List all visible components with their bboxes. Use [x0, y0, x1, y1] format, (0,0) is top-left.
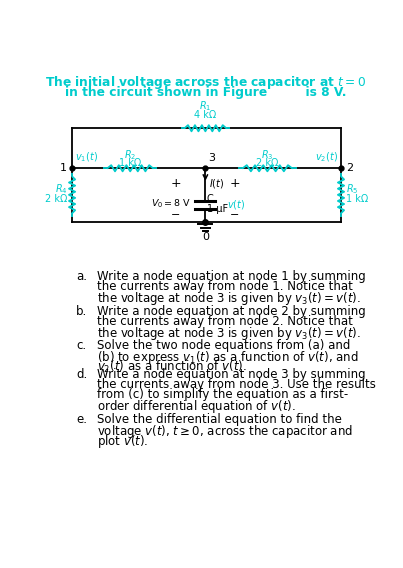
- Text: +: +: [170, 177, 181, 190]
- Text: $R_2$: $R_2$: [124, 148, 136, 162]
- Text: the currents away from node 3. Use the results: the currents away from node 3. Use the r…: [97, 378, 376, 391]
- Text: 0: 0: [202, 232, 209, 242]
- Text: 3: 3: [208, 153, 216, 163]
- Text: $R_5$: $R_5$: [346, 182, 358, 195]
- Text: $v_1(t)$: $v_1(t)$: [75, 150, 98, 164]
- Text: 4 kΩ: 4 kΩ: [194, 110, 216, 120]
- Text: b.: b.: [76, 306, 87, 318]
- Text: 1 μF: 1 μF: [207, 204, 228, 214]
- Text: the voltage at node 3 is given by $v_3(t) = v(t)$.: the voltage at node 3 is given by $v_3(t…: [97, 325, 361, 343]
- Text: −: −: [230, 210, 239, 220]
- Text: Write a node equation at node 3 by summing: Write a node equation at node 3 by summi…: [97, 369, 366, 382]
- Text: plot $v(t)$.: plot $v(t)$.: [97, 433, 148, 450]
- Text: 1 kΩ: 1 kΩ: [346, 194, 368, 204]
- Text: c.: c.: [76, 339, 86, 352]
- Text: $R_3$: $R_3$: [261, 148, 274, 162]
- Text: 2 kΩ: 2 kΩ: [256, 158, 278, 168]
- Text: (b) to express $v_1(t)$ as a function of $v(t)$, and: (b) to express $v_1(t)$ as a function of…: [97, 349, 359, 366]
- Text: in the circuit shown in Figure         is 8 V.: in the circuit shown in Figure is 8 V.: [65, 86, 347, 99]
- Text: from (c) to simplify the equation as a first-: from (c) to simplify the equation as a f…: [97, 389, 348, 402]
- Text: the currents away from node 2. Notice that: the currents away from node 2. Notice th…: [97, 315, 353, 328]
- Text: +: +: [230, 177, 240, 190]
- Text: the currents away from node 1. Notice that: the currents away from node 1. Notice th…: [97, 280, 353, 293]
- Text: d.: d.: [76, 369, 87, 382]
- Text: a.: a.: [76, 270, 87, 283]
- Text: voltage $v(t)$, $t \geq 0$, across the capacitor and: voltage $v(t)$, $t \geq 0$, across the c…: [97, 423, 353, 440]
- Text: 1: 1: [60, 163, 66, 173]
- Text: the voltage at node 3 is given by $v_3(t) = v(t)$.: the voltage at node 3 is given by $v_3(t…: [97, 290, 361, 307]
- Text: Write a node equation at node 1 by summing: Write a node equation at node 1 by summi…: [97, 270, 366, 283]
- Text: $v(t)$: $v(t)$: [227, 198, 245, 211]
- Text: $R_1$: $R_1$: [199, 99, 212, 113]
- Text: 2: 2: [347, 163, 353, 173]
- Text: $v_2(t)$: $v_2(t)$: [315, 150, 338, 164]
- Text: Write a node equation at node 2 by summing: Write a node equation at node 2 by summi…: [97, 306, 366, 318]
- Text: $v_2(t)$ as a function of $v(t)$.: $v_2(t)$ as a function of $v(t)$.: [97, 359, 247, 375]
- Text: order differential equation of $v(t)$.: order differential equation of $v(t)$.: [97, 399, 296, 415]
- Text: 1 kΩ: 1 kΩ: [119, 158, 141, 168]
- Text: $R_4$: $R_4$: [55, 182, 67, 195]
- Text: e.: e.: [76, 413, 87, 426]
- Text: Solve the differential equation to find the: Solve the differential equation to find …: [97, 413, 342, 426]
- Text: C: C: [207, 194, 214, 204]
- Text: The initial voltage across the capacitor at $t = 0$: The initial voltage across the capacitor…: [46, 74, 367, 91]
- Text: 2 kΩ: 2 kΩ: [45, 194, 67, 204]
- Text: $I(t)$: $I(t)$: [209, 177, 225, 190]
- Text: Solve the two node equations from (a) and: Solve the two node equations from (a) an…: [97, 339, 350, 352]
- Text: $V_0 = 8$ V: $V_0 = 8$ V: [151, 197, 191, 210]
- Text: −: −: [171, 210, 181, 220]
